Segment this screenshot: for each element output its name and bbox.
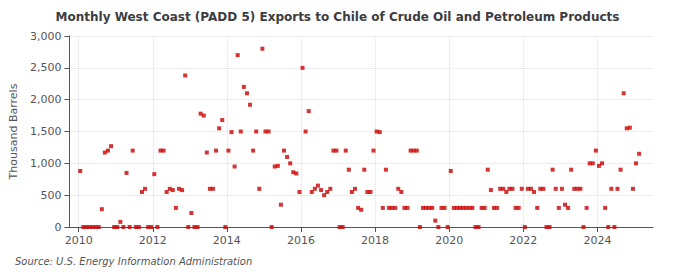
svg-text:Source: U.S. Energy Informatio: Source: U.S. Energy Information Administ…: [15, 256, 252, 267]
svg-text:2010: 2010: [65, 234, 93, 247]
svg-text:2014: 2014: [213, 234, 241, 247]
svg-text:500: 500: [40, 189, 61, 202]
svg-text:Thousand Barrels: Thousand Barrels: [7, 83, 20, 180]
svg-text:2,000: 2,000: [30, 93, 62, 106]
svg-text:2016: 2016: [287, 234, 315, 247]
svg-text:2012: 2012: [139, 234, 167, 247]
svg-text:1,500: 1,500: [30, 125, 62, 138]
svg-text:1,000: 1,000: [30, 157, 62, 170]
svg-text:3,000: 3,000: [30, 30, 62, 43]
svg-text:2018: 2018: [361, 234, 389, 247]
svg-text:Monthly West Coast (PADD 5) Ex: Monthly West Coast (PADD 5) Exports to C…: [56, 10, 620, 24]
svg-text:0: 0: [54, 221, 61, 234]
svg-text:2020: 2020: [435, 234, 463, 247]
svg-text:2,500: 2,500: [30, 61, 62, 74]
svg-text:2024: 2024: [583, 234, 611, 247]
svg-text:2022: 2022: [509, 234, 537, 247]
